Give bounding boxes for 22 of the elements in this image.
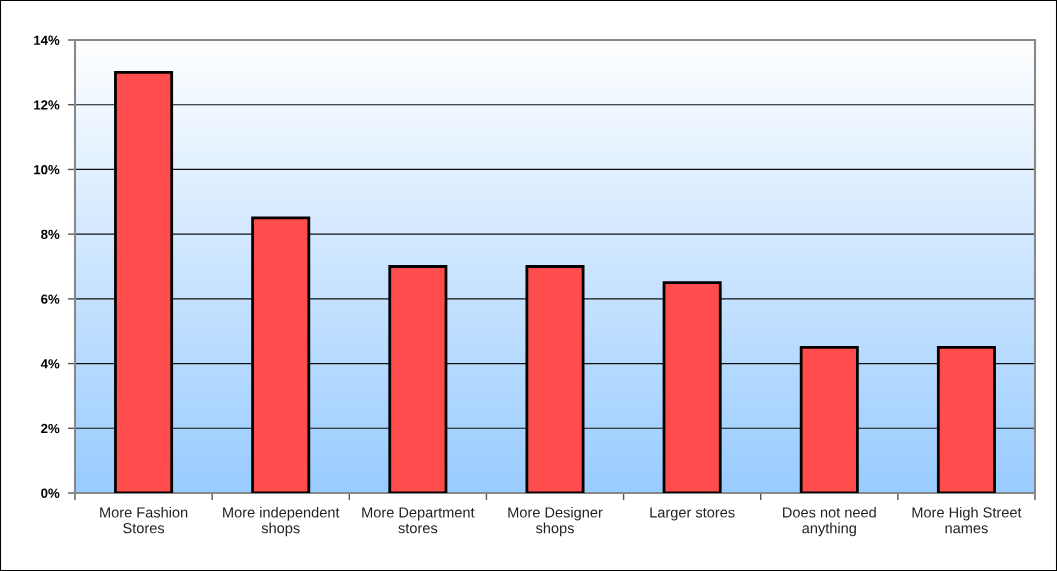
- x-tick-label: More Designer shops: [508, 506, 603, 537]
- bar: [388, 265, 448, 493]
- bar: [251, 216, 311, 493]
- x-tick-label: More High Street names: [912, 506, 1022, 534]
- y-tick-label: 8%: [41, 229, 60, 240]
- bar: [799, 346, 859, 493]
- y-tick-label: 14%: [34, 35, 60, 45]
- y-tick-label: 12%: [34, 100, 60, 110]
- y-tick-label: 4%: [40, 359, 60, 369]
- x-tick-label: Larger stores: [650, 507, 735, 521]
- bar: [114, 70, 174, 493]
- bar: [936, 346, 996, 493]
- x-tick-label: More Department stores: [362, 507, 475, 534]
- bar: [662, 281, 722, 493]
- x-tick-label: More Fashion Stores: [100, 506, 188, 534]
- x-tick-label: Does not need anything: [783, 506, 876, 537]
- y-tick-label: 2%: [41, 423, 60, 434]
- bar: [525, 265, 585, 493]
- x-tick-label: More independent shops: [223, 506, 340, 537]
- y-tick-label: 6%: [41, 294, 60, 304]
- y-tick-label: 10%: [34, 165, 60, 175]
- y-tick-label: 0%: [41, 488, 60, 498]
